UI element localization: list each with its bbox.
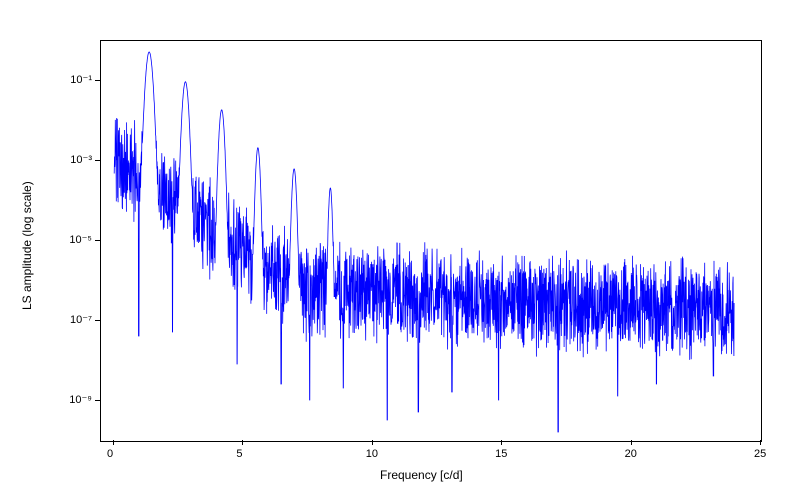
y-tick	[95, 80, 100, 81]
x-tick-label: 20	[625, 448, 637, 460]
x-tick	[242, 440, 243, 445]
y-tick-label: 10⁻⁷	[70, 313, 92, 326]
x-tick-label: 0	[107, 448, 113, 460]
y-tick-label: 10⁻⁹	[69, 393, 92, 406]
periodogram-chart: Frequency [c/d] LS amplitude (log scale)…	[0, 0, 800, 500]
y-tick-label: 10⁻¹	[70, 73, 92, 86]
y-tick-label: 10⁻⁵	[69, 233, 92, 246]
y-axis-label: LS amplitude (log scale)	[20, 181, 34, 310]
x-tick-label: 15	[495, 448, 507, 460]
x-tick-label: 10	[366, 448, 378, 460]
x-tick-label: 25	[754, 448, 766, 460]
x-axis-label: Frequency [c/d]	[380, 468, 463, 482]
x-tick-label: 5	[236, 448, 242, 460]
y-tick	[95, 400, 100, 401]
spectrum-line	[114, 52, 734, 432]
data-layer	[0, 0, 800, 500]
x-tick	[113, 440, 114, 445]
x-tick	[760, 440, 761, 445]
y-tick-label: 10⁻³	[70, 153, 92, 166]
x-tick	[631, 440, 632, 445]
x-tick	[372, 440, 373, 445]
x-tick	[501, 440, 502, 445]
y-tick	[95, 160, 100, 161]
y-tick	[95, 240, 100, 241]
y-tick	[95, 320, 100, 321]
